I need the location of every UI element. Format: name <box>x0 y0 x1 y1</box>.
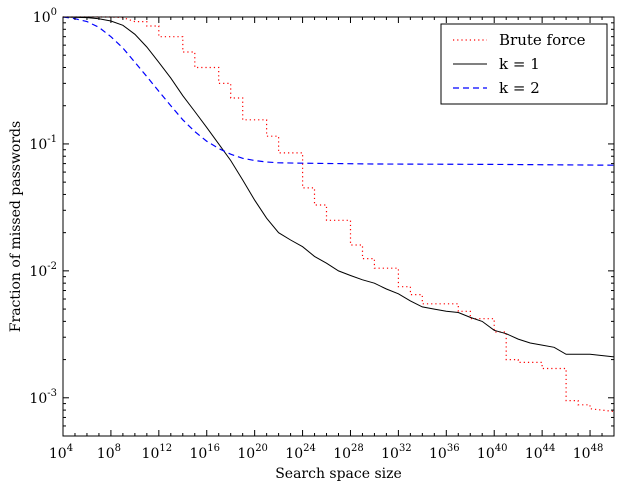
x-tick-label-6: 1028 <box>333 443 364 462</box>
x-tick-label-3: 1016 <box>189 443 220 462</box>
legend-label-2: k = 2 <box>499 79 540 97</box>
x-axis-label: Search space size <box>275 466 402 482</box>
x-tick-label-1: 108 <box>97 443 121 462</box>
x-tick-label-8: 1036 <box>429 443 460 462</box>
x-tick-label-7: 1032 <box>381 443 412 462</box>
y-tick-label-1: 10-1 <box>29 134 57 153</box>
legend-label-1: k = 1 <box>499 55 540 73</box>
x-tick-label-11: 1048 <box>573 443 604 462</box>
x-tick-label-0: 104 <box>49 443 73 462</box>
legend: Brute force k = 1 k = 2 <box>440 23 608 105</box>
x-tick-label-10: 1044 <box>525 443 556 462</box>
y-tick-label-2: 10-2 <box>29 261 57 280</box>
y-tick-label-3: 10-3 <box>29 388 57 407</box>
x-tick-label-5: 1024 <box>285 443 316 462</box>
ticks-layer: 104 108 1012 1016 1020 1024 1028 1032 1036 1040 10… <box>29 7 615 462</box>
series-layer <box>62 16 615 413</box>
x-tick-label-9: 1040 <box>477 443 508 462</box>
x-tick-label-2: 1012 <box>142 443 173 462</box>
x-tick-label-4: 1020 <box>237 443 268 462</box>
series-line-0 <box>63 16 615 413</box>
series-line-1 <box>62 16 615 358</box>
y-axis-label: Fraction of missed passwords <box>8 121 24 332</box>
legend-label-0: Brute force <box>499 31 586 49</box>
y-tick-label-0: 100 <box>33 7 57 26</box>
